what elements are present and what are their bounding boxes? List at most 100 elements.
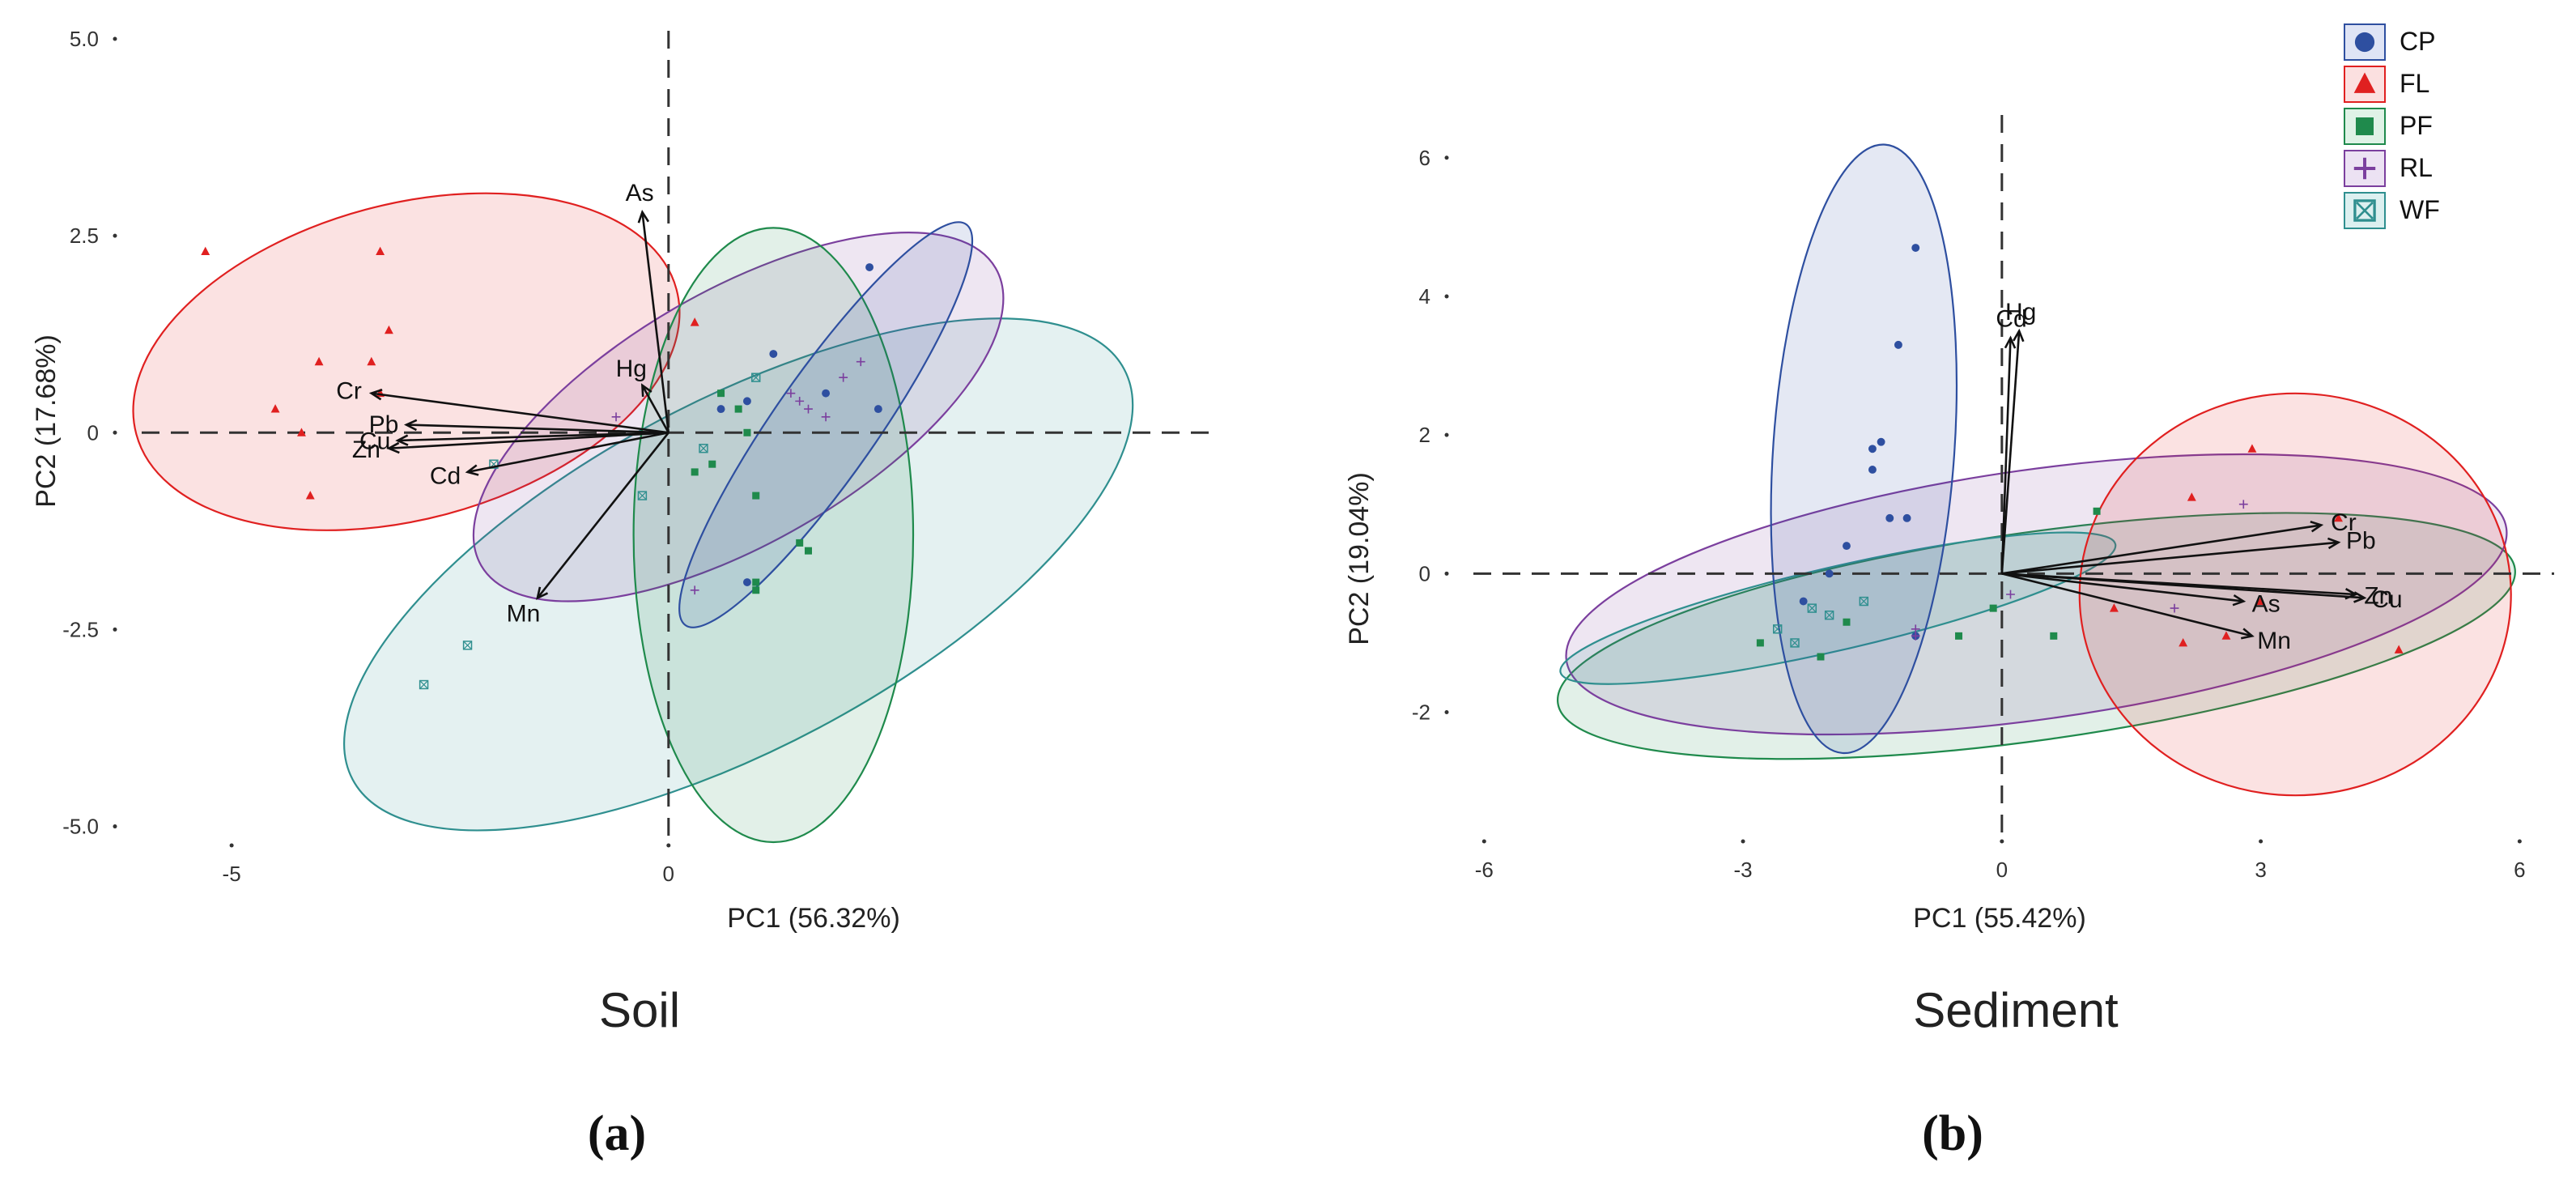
loading-sediment-mn: Mn [2001,573,2291,654]
y-tick-mark-sediment [1444,571,1449,576]
x-tick-mark-soil [229,843,234,848]
point-soil-cp-30 [716,405,725,414]
loading-label-sediment-hg: Hg [2005,299,2036,326]
y-tick-mark-soil [113,430,117,435]
point-sediment-cp-1 [1894,340,1902,349]
legend-circle-icon [2354,32,2375,53]
point-soil-pf-19 [752,578,760,586]
loading-arrow-sediment-cd [2000,338,2012,574]
loading-arrowhead-soil-zn [386,441,400,454]
point-soil-cp-28 [769,350,778,358]
legend-label-rl: RL [2400,153,2433,182]
x-tick-mark-soil [666,843,671,848]
loading-arrow-sediment-hg [2000,330,2021,574]
y-tick-mark-soil [113,824,117,829]
x-tick-mark-sediment [2000,839,2004,844]
legend-square-icon [2356,117,2374,135]
point-sediment-pf-20 [2050,632,2058,640]
y-axis-label-soil: PC2 (17.68%) [31,334,62,508]
point-sediment-cp-0 [1911,244,1920,253]
loading-arrow-soil-hg [641,385,670,433]
legend-item-pf: PF [2344,108,2433,145]
point-soil-cp-29 [874,405,882,414]
point-soil-fl-4 [314,356,324,366]
y-tick-label-sediment: -2 [1412,700,1430,725]
x-tick-mark-sediment [2517,839,2522,844]
legend-swatch-rl [2344,150,2386,187]
x-tick-mark-sediment [1741,839,1745,844]
point-sediment-pf-23 [1817,653,1825,661]
legend: CP FL PF RL WF [2344,23,2440,229]
loading-arrowhead-sediment-pb [2327,537,2341,550]
x-tick-label-sediment: -6 [1475,858,1494,882]
loading-label-sediment-pb: Pb [2346,528,2376,555]
loading-soil-as: As [626,180,670,433]
ellipse-sediment-fl [2078,392,2512,797]
point-soil-cp-31 [822,389,831,398]
points-soil [201,246,882,690]
point-soil-fl-6 [297,428,306,436]
loading-arrow-sediment-mn [2001,573,2253,637]
loading-sediment-hg: Hg [2000,299,2036,574]
x-axis-label-sediment: PC1 (55.42%) [1913,903,2086,934]
point-soil-fl-2 [384,325,393,334]
point-sediment-cp-5 [1885,513,1894,522]
point-soil-wf-14 [699,444,708,453]
ellipse-soil-fl [132,192,681,531]
loading-arrowhead-soil-cr [368,389,383,401]
point-soil-rl-40 [786,389,796,398]
loading-arrow-soil-mn [536,432,670,599]
x-tick-label-sediment: 0 [1996,858,2008,882]
point-sediment-pf-22 [1756,639,1764,647]
loading-arrow-soil-zn [389,431,669,450]
point-soil-fl-5 [270,404,280,413]
loading-arrowhead-sediment-mn [2240,628,2255,640]
point-soil-fl-8 [690,317,699,326]
loading-arrowhead-sediment-as [2232,594,2247,607]
point-soil-rl-37 [856,357,865,367]
point-sediment-rl-30 [2170,603,2179,613]
ticks-soil: -5 0 5.0 2.5 0 -2.5 -5.0 [62,27,674,886]
point-sediment-cp-3 [1868,445,1877,453]
loading-label-soil-as: As [626,180,654,206]
loading-soil-cu: Cu [359,428,669,455]
y-tick-label-sediment: 6 [1419,146,1430,170]
ellipses-soil [132,192,1134,844]
loading-soil-hg: Hg [616,355,670,433]
loading-soil-zn: Zn [352,431,669,463]
x-tick-mark-sediment [2259,839,2264,844]
legend-item-rl: RL [2344,150,2433,187]
point-soil-pf-16 [752,492,760,500]
point-soil-pf-22 [734,405,742,413]
loading-label-soil-cu: Cu [359,428,390,455]
loading-arrowhead-sediment-hg [2013,328,2025,343]
loading-sediment-cu: Cu [2001,573,2403,613]
x-tick-label-soil: 0 [663,862,674,886]
x-tick-label-sediment: 3 [2255,858,2266,882]
point-sediment-cp-6 [1902,513,1911,522]
point-soil-fl-3 [367,356,376,366]
loading-arrow-soil-as [641,211,670,433]
y-tick-mark-soil [113,36,117,41]
legend-triangle-icon [2353,72,2376,93]
legend-label-fl: FL [2400,69,2429,98]
point-soil-pf-25 [691,468,699,476]
y-tick-label-soil: 5.0 [70,27,99,51]
loading-label-soil-hg: Hg [616,355,647,382]
loading-arrowhead-sediment-cu [2353,591,2367,603]
loading-arrow-sediment-as [2001,573,2244,602]
loading-label-soil-cd: Cd [430,463,461,490]
loading-label-sediment-cu: Cu [2371,586,2402,613]
loading-arrowhead-soil-cd [465,464,479,476]
point-sediment-fl-18 [2109,603,2119,612]
loading-arrow-soil-cu [397,431,669,442]
y-tick-mark-soil [113,233,117,238]
loading-arrowhead-sediment-cd [2004,335,2017,349]
point-soil-rl-33 [795,396,805,406]
y-tick-label-soil: 2.5 [70,224,99,248]
loading-arrow-soil-cd [467,431,670,474]
point-sediment-pf-19 [2093,507,2101,515]
loading-sediment-cr: Cr [2001,509,2357,575]
